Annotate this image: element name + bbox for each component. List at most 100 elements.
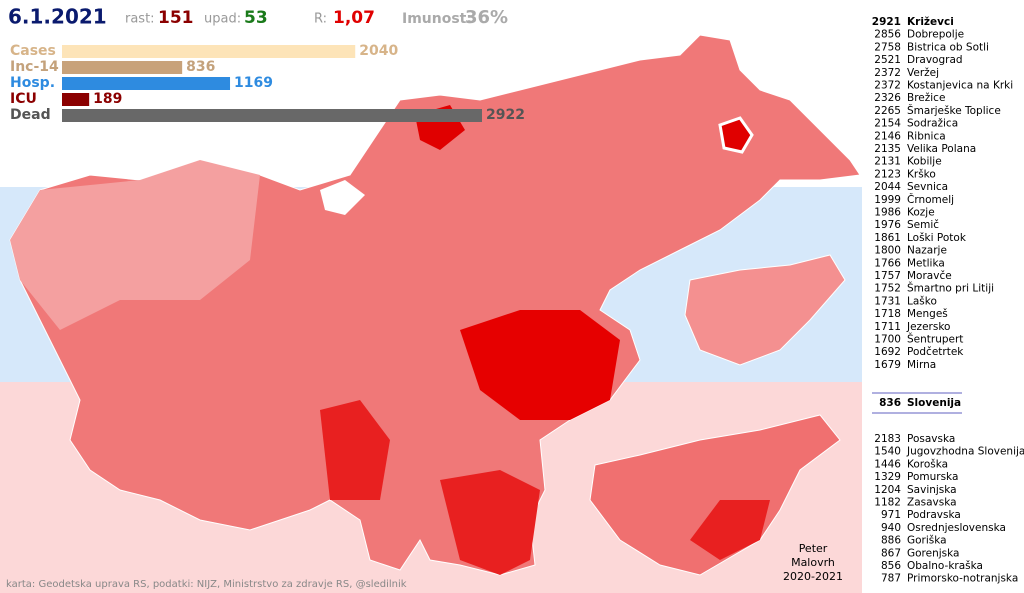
- list-value: 1800: [874, 245, 901, 257]
- bar: [62, 109, 482, 122]
- author: Peter: [799, 542, 828, 555]
- list-value: 1752: [874, 283, 901, 295]
- list-value: 2372: [874, 80, 901, 92]
- list-name: Križevci: [907, 16, 954, 28]
- list-value: 2135: [874, 143, 901, 155]
- list-value: 1861: [874, 232, 901, 244]
- list-name: Koroška: [907, 458, 948, 470]
- date: 6.1.2021: [8, 5, 107, 29]
- list-value: 2265: [874, 105, 901, 117]
- list-value: 2183: [874, 433, 901, 445]
- list-value: 1718: [874, 308, 901, 320]
- list-name: Loški Potok: [907, 232, 967, 244]
- list-name: Kobilje: [907, 156, 942, 168]
- list-value: 1766: [874, 257, 901, 269]
- list-name: Obalno-kraška: [907, 560, 983, 572]
- list-value: 2131: [874, 156, 901, 168]
- list-name: Ribnica: [907, 130, 946, 142]
- list-value: 1692: [874, 346, 901, 358]
- list-value: 2123: [874, 168, 901, 180]
- list-name: Slovenija: [907, 397, 961, 409]
- bar-label: Cases: [10, 43, 56, 59]
- list-value: 1446: [874, 458, 901, 470]
- bar: [62, 61, 183, 74]
- list-name: Goriška: [907, 535, 947, 547]
- bar-value: 1169: [234, 75, 273, 91]
- list-value: 1700: [874, 334, 901, 346]
- list-name: Sevnica: [907, 181, 948, 193]
- header: 6.1.2021 rast: 151 upad: 53 R: 1,07 Imun…: [8, 5, 508, 29]
- region-map: [589, 414, 841, 576]
- list-value: 1986: [874, 207, 901, 219]
- list-name: Dobrepolje: [907, 29, 964, 41]
- blank-municipality: [320, 180, 365, 215]
- list-name: Veržej: [907, 67, 939, 79]
- list-value: 2044: [874, 181, 901, 193]
- r-value: 1,07: [333, 8, 375, 28]
- bar-label: ICU: [10, 91, 37, 107]
- mini-map: [684, 254, 846, 366]
- list-name: Šmartno pri Litiji: [907, 282, 994, 295]
- list-name: Pomurska: [907, 471, 958, 483]
- list-bg: [866, 0, 1024, 593]
- list-name: Mirna: [907, 359, 936, 371]
- list-name: Dravograd: [907, 54, 963, 66]
- hot-region: [440, 470, 540, 575]
- list-value: 2758: [874, 41, 901, 53]
- list-value: 886: [881, 535, 901, 547]
- list-value: 1711: [874, 321, 901, 333]
- list-value: 836: [879, 397, 901, 409]
- label: R:: [314, 12, 327, 27]
- list-name: Kostanjevica na Krki: [907, 80, 1013, 92]
- list-name: Kozje: [907, 207, 935, 219]
- bar: [62, 45, 356, 58]
- list-value: 787: [881, 573, 901, 585]
- list-name: Osrednjeslovenska: [907, 522, 1006, 534]
- bar-value: 2040: [359, 43, 398, 59]
- map: [9, 34, 861, 576]
- list-value: 2326: [874, 92, 901, 104]
- bar: [62, 93, 90, 106]
- upad: 53: [244, 8, 268, 28]
- credits: karta: Geodetska uprava RS, podatki: NIJ…: [6, 579, 407, 590]
- list-name: Jezersko: [906, 321, 950, 333]
- bar: [62, 77, 231, 90]
- list-name: Savinjska: [907, 484, 957, 496]
- list-value: 1540: [874, 446, 901, 458]
- hot-region: [320, 400, 390, 500]
- list-value: 2154: [874, 118, 901, 130]
- highlight-municipality: [718, 116, 754, 154]
- bar-label: Hosp.: [10, 75, 55, 91]
- list-value: 1204: [874, 484, 901, 496]
- list-name: Črnomelj: [907, 193, 954, 206]
- list-name: Sodražica: [907, 118, 958, 130]
- list-name: Šmarješke Toplice: [907, 104, 1001, 117]
- rast: 151: [158, 8, 194, 28]
- label: upad:: [204, 12, 241, 27]
- list-name: Primorsko-notranjska: [907, 573, 1018, 585]
- list-name: Šentrupert: [907, 333, 963, 346]
- list-name: Podravska: [907, 509, 961, 521]
- list-name: Velika Polana: [907, 143, 976, 155]
- bar-label: Inc-14: [10, 59, 59, 75]
- bar-value: 189: [93, 91, 122, 107]
- bar-label: Dead: [10, 107, 51, 123]
- list-value: 1679: [874, 359, 901, 371]
- list-name: Laško: [907, 295, 937, 307]
- label: rast:: [125, 12, 155, 27]
- list-name: Metlika: [907, 257, 945, 269]
- list-value: 2521: [874, 54, 901, 66]
- list-value: 2372: [874, 67, 901, 79]
- region-map-hot: [690, 500, 770, 560]
- list-name: Gorenjska: [907, 547, 959, 559]
- list-name: Zasavska: [907, 497, 957, 509]
- list-value: 2921: [872, 16, 901, 28]
- list-name: Jugovzhodna Slovenija: [906, 446, 1024, 458]
- list-value: 1329: [874, 471, 901, 483]
- hot-region: [460, 310, 620, 420]
- list-name: Podčetrtek: [907, 346, 964, 358]
- label: Imunost:: [402, 11, 472, 27]
- bar-value: 836: [186, 59, 215, 75]
- bar-value: 2922: [486, 107, 525, 123]
